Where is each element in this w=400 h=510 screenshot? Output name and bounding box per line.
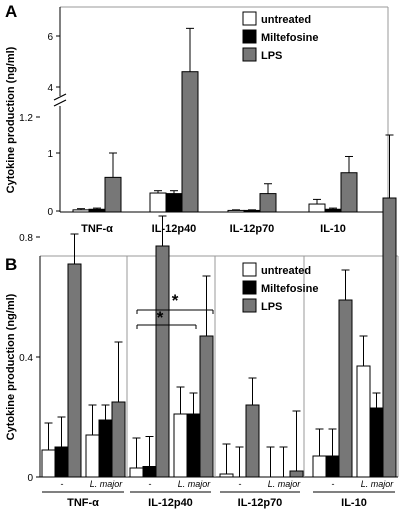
panel-b-bar	[173, 413, 188, 478]
panel-a-bar	[324, 208, 342, 213]
panel-a-legend-swatch	[242, 11, 257, 26]
panel-b-bar	[41, 449, 56, 478]
panel-b-y-tick-label: 0.8	[19, 233, 33, 244]
panel-b-bar	[54, 446, 69, 478]
significance-star: *	[172, 291, 179, 310]
panel-a-y-tick-label: 1	[47, 149, 53, 160]
panel-b-group-label: IL-10	[341, 497, 367, 509]
panel-a-bar	[149, 192, 167, 213]
panel-a-legend-swatch	[242, 29, 257, 44]
panel-a-y-tick-label: 6	[47, 32, 53, 43]
panel-b-bar	[129, 467, 144, 478]
panel-b-bar	[289, 470, 304, 478]
panel-b-subgroup-label: -	[149, 479, 152, 489]
panel-b-legend-label: untreated	[261, 265, 311, 277]
panel-a-axis-break-mark	[53, 93, 67, 101]
panel-b-subgroup-label: L. major	[178, 479, 212, 489]
panel-a-bar	[104, 176, 122, 213]
panel-b-bar	[98, 419, 113, 478]
panel-b-bar	[312, 455, 327, 478]
panel-a-legend-label: LPS	[261, 50, 282, 62]
panel-b-bar	[142, 466, 157, 478]
panel-a-y-tick-label: 4	[47, 83, 53, 94]
panel-b-bar	[85, 434, 100, 478]
panel-b-subgroup-label: -	[239, 479, 242, 489]
panel-b-subgroup-label: L. major	[90, 479, 124, 489]
panel-b-bar	[245, 404, 260, 478]
panel-a-bar	[165, 193, 183, 213]
panel-a-category-label: IL-10	[320, 223, 346, 235]
panel-b: B Cytokine production (ng/ml) 0 0.4 0.8 1.2 * *…	[5, 113, 399, 509]
panel-a-bar	[181, 71, 199, 213]
panel-b-subgroup-label: L. major	[361, 479, 395, 489]
panel-a-bar	[243, 209, 261, 213]
panel-a-bar	[259, 193, 277, 213]
panel-b-legend-label: Miltefosine	[261, 283, 318, 295]
panel-b-bar	[155, 245, 170, 478]
panel-a-bar	[72, 209, 90, 213]
panel-b-bar	[67, 263, 82, 478]
panel-a-y-axis-label: Cytokine production (ng/ml)	[5, 46, 17, 193]
panel-b-bar	[382, 197, 397, 478]
panel-b-letter: B	[5, 255, 17, 274]
panel-a-y-tick-label: 0	[47, 207, 53, 218]
panel-b-bar	[338, 299, 353, 478]
panel-b-legend-swatch	[242, 262, 257, 277]
panel-b-legend-swatch	[242, 280, 257, 295]
panel-b-bar	[111, 401, 126, 478]
significance-star: *	[157, 308, 164, 327]
panel-b-bar	[325, 455, 340, 478]
panel-a-legend-label: untreated	[261, 14, 311, 26]
panel-a-bar	[88, 208, 106, 213]
panel-a-category-label: IL-12p40	[152, 223, 197, 235]
panel-b-subgroup-label: -	[332, 479, 335, 489]
panel-b-group-label: IL-12p40	[148, 497, 193, 509]
panel-a-bar	[340, 172, 358, 213]
panel-b-group-label: IL-12p70	[238, 497, 283, 509]
panel-b-y-tick-label: 1.2	[19, 113, 33, 124]
panel-b-bar	[186, 413, 201, 478]
panel-a-bar	[308, 203, 326, 213]
panel-b-group-label: TNF-α	[67, 497, 99, 509]
panel-a-letter: A	[5, 2, 17, 21]
panel-a: A Cytokine production (ng/ml) 0 1 4 6 TNF-α IL-…	[5, 2, 389, 235]
panel-a-axis-break-mark	[53, 99, 67, 107]
panel-a-category-label: IL-12p70	[230, 223, 275, 235]
panel-b-y-tick-label: 0.4	[19, 353, 33, 364]
panel-b-bar	[369, 407, 384, 478]
panel-a-bar	[227, 209, 245, 213]
panel-b-subgroup-label: L. major	[268, 479, 302, 489]
panel-b-y-tick-label: 0	[27, 473, 33, 484]
panel-a-legend-label: Miltefosine	[261, 32, 318, 44]
panel-a-category-label: TNF-α	[81, 223, 113, 235]
panel-b-subgroup-label: -	[61, 479, 64, 489]
panel-b-bar	[356, 365, 371, 478]
panel-b-legend-label: LPS	[261, 301, 282, 313]
panel-b-bar	[219, 473, 234, 478]
panel-b-legend-swatch	[242, 298, 257, 313]
panel-b-bar	[199, 335, 214, 478]
panel-a-legend-swatch	[242, 47, 257, 62]
panel-b-y-axis-label: Cytokine production (ng/ml)	[5, 293, 17, 440]
